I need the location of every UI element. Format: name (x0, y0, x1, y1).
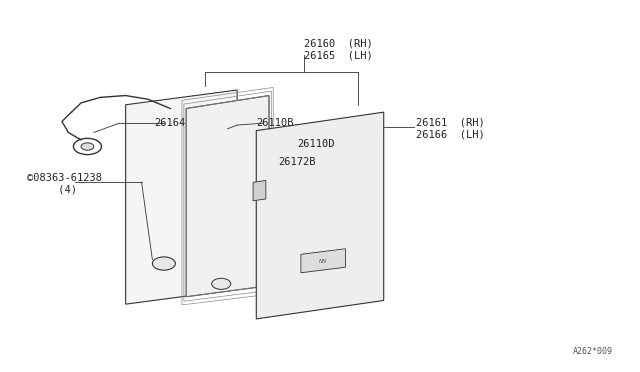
Circle shape (152, 257, 175, 270)
Polygon shape (253, 180, 266, 201)
Polygon shape (256, 112, 384, 319)
Text: 26160  (RH)
26165  (LH): 26160 (RH) 26165 (LH) (304, 39, 373, 60)
Text: NN: NN (319, 259, 327, 264)
Text: 26164: 26164 (154, 118, 186, 128)
Text: ©08363-61238
     (4): ©08363-61238 (4) (27, 173, 102, 195)
Text: 26110B: 26110B (256, 118, 294, 128)
Text: 26172B: 26172B (278, 157, 316, 167)
Text: 26110D: 26110D (298, 138, 335, 148)
Polygon shape (301, 249, 346, 273)
Polygon shape (186, 96, 269, 297)
Text: A262*009: A262*009 (573, 347, 613, 356)
Polygon shape (125, 90, 237, 304)
Circle shape (81, 143, 94, 150)
Circle shape (212, 278, 231, 289)
Text: 26161  (RH)
26166  (LH): 26161 (RH) 26166 (LH) (415, 118, 484, 140)
